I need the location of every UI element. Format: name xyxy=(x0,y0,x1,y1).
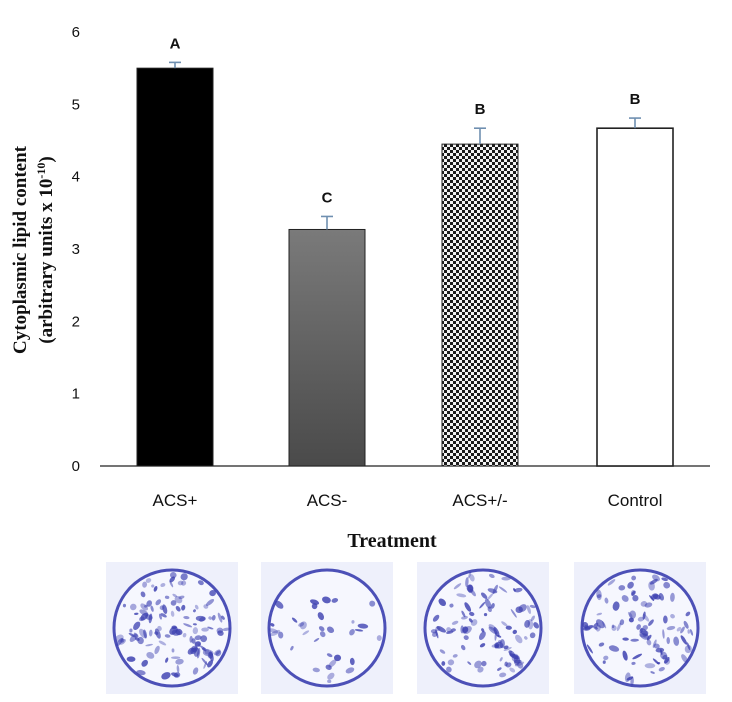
bars: A C B B xyxy=(136,35,674,467)
y-tick-label: 1 xyxy=(72,386,80,403)
x-tick-label: Control xyxy=(608,491,663,510)
significance-letter: B xyxy=(630,91,641,108)
y-tick-label: 5 xyxy=(72,96,80,113)
error-bar xyxy=(474,127,486,145)
acs-minus-stain-image xyxy=(261,562,393,694)
error-bar xyxy=(629,117,641,129)
y-axis-title: Cytoplasmic lipid content (arbitrary uni… xyxy=(10,145,57,354)
y-tick-label: 2 xyxy=(72,313,80,330)
x-tick-label: ACS- xyxy=(307,491,348,510)
bar-acsplus xyxy=(136,67,214,467)
bar-acsminus xyxy=(288,228,366,467)
significance-letter: B xyxy=(475,101,486,118)
significance-letter: C xyxy=(322,189,333,206)
x-tick-labels: ACS+ ACS- ACS+/- Control xyxy=(153,491,663,510)
acs-plus-stain-image xyxy=(106,562,238,694)
error-bar xyxy=(321,215,333,230)
error-bar xyxy=(169,61,181,69)
y-tick-label: 3 xyxy=(72,241,80,258)
acs-plus-minus-stain-image xyxy=(417,562,549,694)
y-axis-title-line2: (arbitrary units x 10-10) xyxy=(34,156,57,344)
x-axis-title: Treatment xyxy=(347,530,437,552)
x-tick-label: ACS+/- xyxy=(452,491,507,510)
x-tick-label: ACS+ xyxy=(153,491,198,510)
control-stain-image xyxy=(574,562,706,694)
y-tick-label: 0 xyxy=(72,458,80,475)
y-axis-title-line1: Cytoplasmic lipid content xyxy=(10,145,31,354)
micrograph-strip xyxy=(106,562,706,694)
y-ticks: 0 1 2 3 4 5 6 xyxy=(72,24,80,475)
significance-letter: A xyxy=(170,35,181,52)
y-tick-label: 4 xyxy=(72,169,80,186)
bar-acsplus-minus xyxy=(441,143,519,467)
y-tick-label: 6 xyxy=(72,24,80,41)
bar-control xyxy=(596,127,674,467)
